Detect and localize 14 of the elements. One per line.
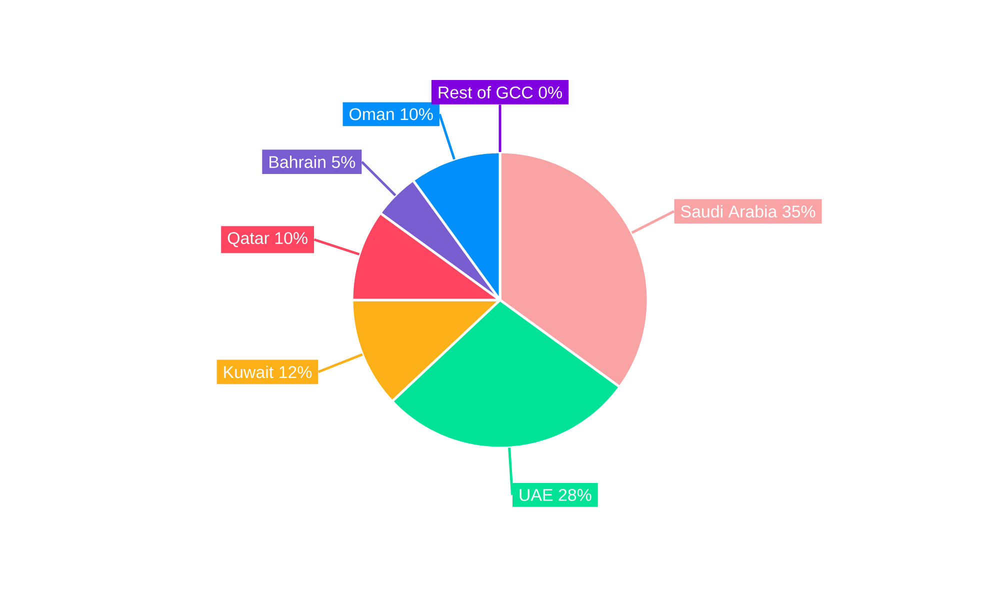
- data-label: 10%: [400, 108, 433, 120]
- slice-label: UAE: [520, 489, 553, 501]
- data-label: 12%: [280, 366, 312, 378]
- category-label: Rest of GCC: [438, 86, 533, 98]
- data-label: 5%: [332, 156, 356, 168]
- data-label: 35%: [782, 206, 816, 218]
- slice-label: Saudi Arabia: [681, 205, 778, 218]
- slice-label: Kuwait: [224, 366, 274, 378]
- data-label: 28%: [558, 488, 592, 501]
- slice-label: Bahrain: [270, 156, 326, 168]
- slice-label: Qatar: [228, 232, 270, 248]
- text: 0%: [538, 86, 562, 98]
- slice-label: Oman: [350, 108, 394, 120]
- data-label: 10%: [275, 232, 308, 244]
